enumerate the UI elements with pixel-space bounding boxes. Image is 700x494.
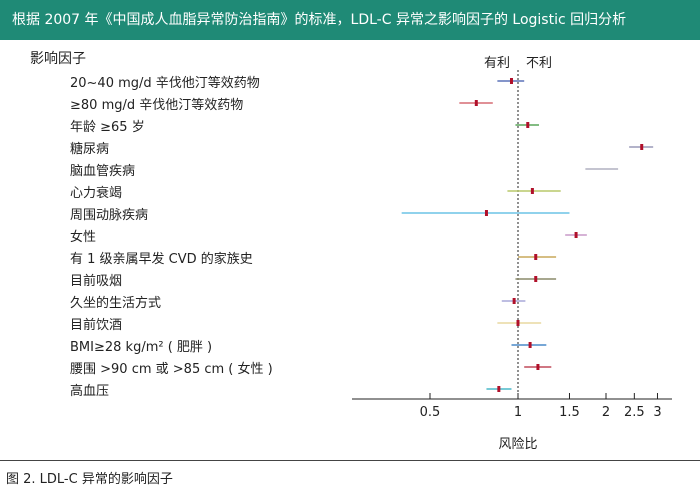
factor-label: 目前吸烟 [70, 274, 123, 289]
x-tick-label: 1.5 [559, 405, 580, 420]
factor-column-header: 影响因子 [30, 51, 86, 67]
hazard-ratio-marker [534, 254, 538, 260]
legend-unfavorable: 不利 [526, 56, 553, 71]
hazard-ratio-marker [516, 320, 520, 326]
hazard-ratio-marker [509, 78, 513, 84]
hazard-ratio-marker [530, 188, 534, 194]
hazard-ratio-marker [534, 276, 538, 282]
factor-label: 20~40 mg/d 辛伐他汀等效药物 [70, 76, 260, 91]
factor-label: 年龄 ≥65 岁 [70, 120, 145, 135]
x-tick-label: 3 [653, 405, 662, 420]
x-tick-label: 0.5 [419, 405, 441, 420]
hazard-ratio-marker [526, 122, 530, 128]
caption-divider [0, 460, 700, 461]
factor-label: 有 1 级亲属早发 CVD 的家族史 [70, 252, 253, 267]
factor-label: BMI≥28 kg/m² ( 肥胖 ) [70, 340, 213, 355]
factor-label: 目前饮酒 [70, 318, 123, 333]
chart-title: 根据 2007 年《中国成人血脂异常防治指南》的标准，LDL-C 异常之影响因子… [0, 0, 700, 40]
factor-label: ≥80 mg/d 辛伐他汀等效药物 [70, 98, 244, 113]
forest-rows [401, 78, 654, 392]
figure-caption: 图 2. LDL-C 异常的影响因子 [6, 472, 173, 487]
hazard-ratio-marker [640, 144, 644, 150]
factor-label: 久坐的生活方式 [70, 296, 162, 311]
factor-label: 心力衰竭 [70, 186, 123, 201]
factor-label: 周围动脉疾病 [70, 208, 149, 223]
x-axis-label: 风险比 [498, 437, 538, 452]
factor-label: 腰围 >90 cm 或 >85 cm ( 女性 ) [70, 362, 273, 377]
factor-label: 高血压 [70, 384, 110, 399]
hazard-ratio-marker [528, 342, 532, 348]
x-axis-ticks [429, 393, 658, 399]
factor-label: 脑血管疾病 [70, 164, 136, 179]
legend-favorable: 有利 [484, 56, 511, 71]
factor-label: 糖尿病 [70, 142, 110, 157]
hazard-ratio-marker [484, 210, 488, 216]
x-tick-label: 2.5 [623, 405, 645, 420]
hazard-ratio-marker [574, 232, 578, 238]
hazard-ratio-marker [497, 386, 501, 392]
x-tick-label: 2 [601, 405, 611, 420]
factor-label: 女性 [70, 230, 97, 245]
x-tick-label: 1 [513, 405, 523, 420]
hazard-ratio-marker [536, 364, 540, 370]
hazard-ratio-marker [512, 298, 516, 304]
hazard-ratio-marker [474, 100, 478, 106]
